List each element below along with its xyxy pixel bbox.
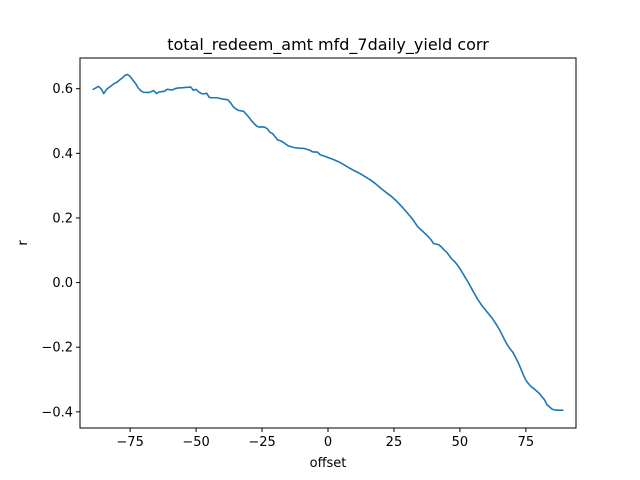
y-tick-label: −0.2 [41, 341, 73, 356]
x-tick-label: −50 [182, 435, 209, 450]
x-tick-label: 0 [324, 435, 332, 450]
y-tick-label: 0.4 [52, 147, 73, 162]
tick-group: −75 −50 −25 0 25 50 75 −0.4 −0.2 0.0 0.2 0.4 0.6 [41, 82, 534, 450]
x-tick-label: 25 [386, 435, 403, 450]
y-tick-label: 0.0 [52, 276, 73, 291]
series-line [92, 73, 564, 412]
x-tick-label: 50 [452, 435, 469, 450]
y-tick-label: 0.6 [52, 82, 73, 97]
y-axis-label: r [16, 240, 31, 246]
x-tick-label: −75 [116, 435, 143, 450]
x-tick-label: −25 [248, 435, 275, 450]
y-tick-label: 0.2 [52, 211, 73, 226]
axes-frame [79, 57, 577, 429]
plot-area [92, 73, 564, 412]
y-tick-label: −0.4 [41, 405, 73, 420]
x-axis-label: offset [310, 456, 347, 471]
x-tick-label: 75 [518, 435, 535, 450]
chart-title: total_redeem_amt mfd_7daily_yield corr [167, 35, 489, 55]
